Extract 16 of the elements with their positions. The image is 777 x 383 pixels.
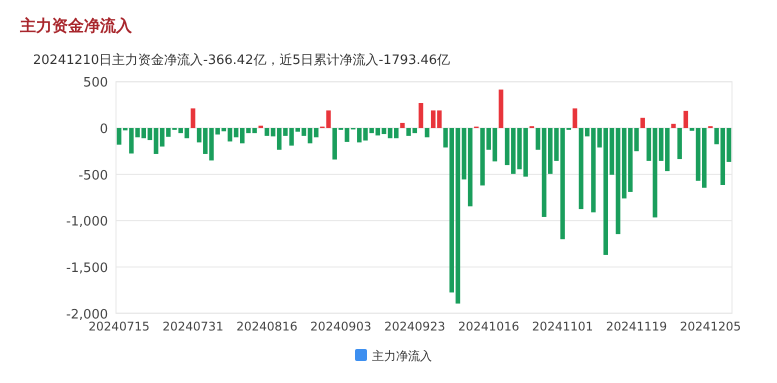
subtitle: 20241210日主力资金净流入-366.42亿，近5日累计净流入-1793.46亿 xyxy=(33,53,450,68)
ytick: -1,500 xyxy=(66,260,108,276)
xtick: 20241101 xyxy=(532,319,594,334)
ytick: -1,000 xyxy=(66,214,108,230)
xtick: 20241119 xyxy=(606,319,668,334)
legend: 主力净流入 xyxy=(372,349,432,363)
ytick: -500 xyxy=(78,168,108,184)
ytick: 500 xyxy=(83,76,108,91)
title: 主力资金净流入 xyxy=(20,16,132,35)
xtick: 20241205 xyxy=(680,319,741,334)
xtick: 20240923 xyxy=(384,319,446,334)
ytick: 0 xyxy=(100,122,108,138)
xtick: 20241016 xyxy=(458,319,520,334)
xtick: 20240903 xyxy=(310,319,372,334)
xtick: 20240731 xyxy=(162,319,224,334)
xtick: 20240816 xyxy=(236,319,298,334)
